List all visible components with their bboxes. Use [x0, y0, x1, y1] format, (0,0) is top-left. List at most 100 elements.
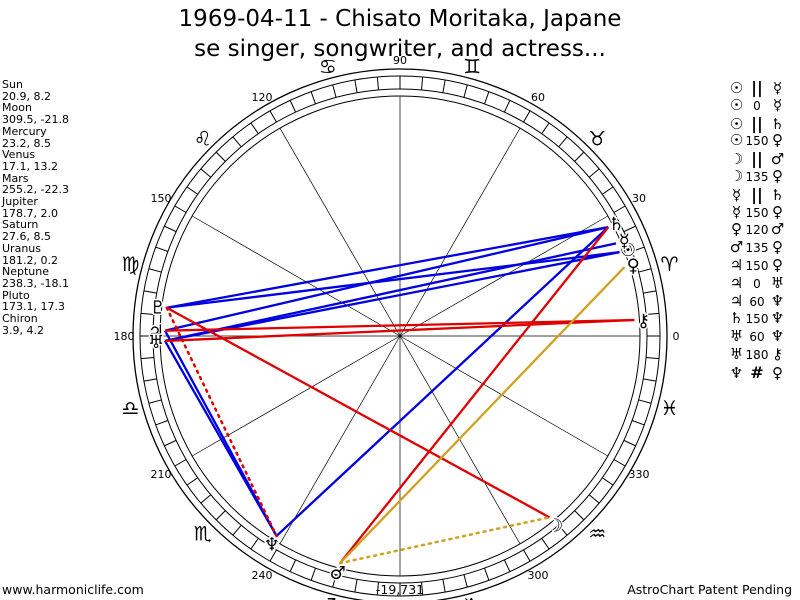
- aspect-symbol: 150: [745, 258, 769, 273]
- planet-name: Venus: [2, 148, 36, 162]
- aspect-planet-1: ♆: [729, 363, 744, 382]
- degree-labels: 0306090120150180210240270300330: [114, 54, 680, 582]
- ring-tick: [140, 312, 154, 315]
- aspect-symbol: 150: [745, 134, 769, 149]
- ring-tick: [523, 549, 531, 562]
- aspect-planet-1: ♅: [729, 344, 744, 363]
- zodiac-sign-glyph: ♈: [661, 252, 679, 276]
- planet-values: 181.2, 0.2: [2, 253, 58, 267]
- aspect-row: ☉ || ☿: [728, 79, 798, 97]
- ring-tick: [463, 574, 468, 588]
- planet-values: 27.6, 8.5: [2, 230, 51, 244]
- aspect-planet-2: ♄: [770, 114, 785, 133]
- aspect-row: ☿ || ♄: [728, 184, 798, 204]
- zodiac-sign-glyph: ♍: [122, 252, 140, 276]
- ring-tick: [442, 79, 446, 93]
- ring-tick: [646, 357, 660, 360]
- aspect-row: ☉ 0 ☿: [728, 95, 798, 115]
- footer-center-value: -19,731: [375, 582, 425, 597]
- aspect-line: [339, 226, 610, 564]
- ring-tick: [148, 268, 162, 273]
- planet-glyph: ♂: [330, 563, 346, 584]
- aspect-planet-2: ☿: [772, 95, 783, 114]
- aspect-line: [165, 318, 635, 332]
- ring-tick: [200, 494, 212, 504]
- aspect-row: ♅ 60 ♆: [728, 327, 798, 346]
- ring-tick: [613, 459, 626, 467]
- planet-name: Uranus: [2, 241, 41, 255]
- planet-name: Sun: [2, 78, 23, 91]
- ring-tick: [638, 399, 652, 404]
- aspect-symbol: #: [750, 362, 764, 382]
- ring-tick: [541, 122, 550, 134]
- aspect-line: [165, 318, 635, 343]
- ring-tick: [269, 549, 277, 562]
- aspect-planet-2: ♂: [770, 150, 785, 169]
- aspect-planet-1: ♃: [729, 273, 744, 292]
- aspect-row: ♆ # ♀: [728, 362, 798, 382]
- ring-tick: [250, 538, 259, 550]
- aspect-planet-2: ♂: [770, 220, 785, 239]
- aspect-planet-2: ♆: [770, 327, 785, 346]
- planet-name: Mars: [2, 171, 29, 185]
- ring-tick: [332, 84, 337, 98]
- planet-glyph: ☽: [547, 515, 563, 536]
- aspect-line: [165, 306, 278, 538]
- zodiac-sign-glyph: ♓: [661, 396, 679, 420]
- aspect-symbol: ||: [751, 113, 763, 133]
- zodiac-sign-glyph: ♑: [463, 593, 481, 600]
- aspect-planet-2: ♀: [772, 131, 783, 150]
- planet-glyph: ♆: [264, 535, 280, 556]
- ring-tick: [503, 559, 511, 572]
- ring-tick: [155, 246, 169, 252]
- ring-tick: [310, 567, 316, 581]
- zodiac-sign-glyph: ♎: [122, 396, 140, 420]
- aspect-symbol: 150: [745, 312, 769, 327]
- ring-tick: [143, 290, 157, 294]
- ring-tick: [503, 100, 511, 113]
- aspect-planet-1: ☉: [729, 114, 744, 133]
- degree-label: 240: [252, 569, 273, 582]
- outer-circle: [132, 68, 668, 600]
- aspect-symbol: ||: [751, 184, 763, 204]
- planet-positions-list: Sun 20.9, 8.2 Moon 309.5, -21.8 Mercury …: [2, 79, 69, 336]
- aspect-planet-1: ♃: [729, 291, 744, 310]
- zodiac-sign-glyph: ♒: [588, 521, 606, 545]
- ring-tick: [484, 567, 490, 581]
- aspect-row: ☽ || ♂: [728, 150, 798, 168]
- ring-tick: [354, 579, 358, 593]
- zodiac-sign-glyph: ♌: [194, 127, 212, 151]
- aspect-planet-2: ♀: [772, 238, 783, 257]
- ring-tick: [643, 290, 657, 294]
- aspect-lines: [164, 225, 635, 565]
- aspect-row: ☽ 135 ♀: [728, 167, 798, 186]
- planet-glyph: ♀: [627, 255, 640, 276]
- aspect-line: [339, 266, 626, 565]
- planet-glyph: ♄: [608, 214, 624, 235]
- ring-tick: [186, 186, 198, 195]
- aspect-symbol: ||: [751, 78, 763, 97]
- ring-tick: [574, 151, 585, 162]
- planet-glyph: ♇: [150, 298, 166, 319]
- ring-tick: [623, 439, 636, 447]
- ring-tick: [442, 579, 446, 593]
- aspect-line: [164, 242, 617, 343]
- planet-name: Mercury: [2, 124, 47, 138]
- aspect-row: ☉ || ♄: [728, 113, 798, 133]
- aspect-planet-1: ♂: [729, 238, 744, 257]
- degree-spoke: [191, 335, 401, 457]
- aspect-row: ♅ 180 ⚷: [728, 344, 798, 364]
- aspect-line: [164, 340, 278, 537]
- ring-tick: [155, 420, 169, 426]
- ring-tick: [140, 357, 154, 360]
- ring-tick: [164, 225, 177, 233]
- footer-website[interactable]: www.harmoniclife.com: [2, 582, 144, 597]
- aspect-row: ♀ 120 ♂: [728, 221, 798, 239]
- degree-label: 180: [114, 330, 135, 343]
- zodiac-sign-glyph: ♉: [588, 127, 606, 151]
- degree-spoke: [279, 127, 401, 337]
- ring-tick: [174, 459, 187, 467]
- degree-spoke: [279, 335, 401, 545]
- ring-tick: [613, 205, 626, 213]
- planet-values: 23.2, 8.5: [2, 136, 51, 150]
